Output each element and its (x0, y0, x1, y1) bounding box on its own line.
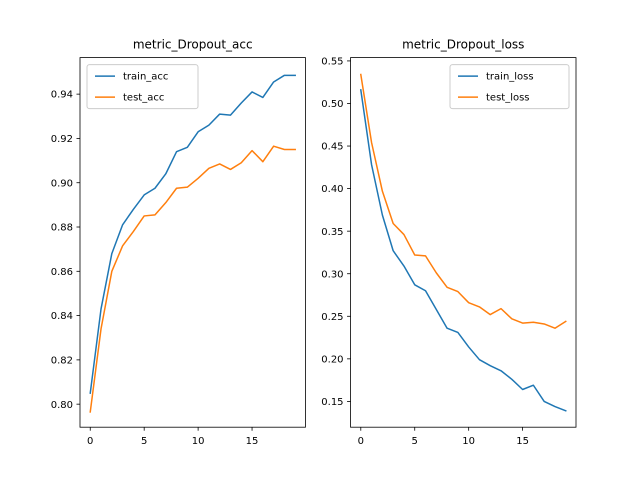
acc-y-tick-label: 0.90 (51, 178, 73, 189)
acc-chart-panel: metric_Dropout_acc 0 5 10 15 0.80 0.82 0.84 0.86… (51, 38, 306, 447)
train-loss-legend-label: train_loss (486, 72, 534, 83)
acc-y-tick-label: 0.94 (51, 90, 73, 101)
loss-y-tick-label: 0.30 (321, 269, 343, 280)
loss-y-tick-label: 0.25 (321, 312, 343, 323)
acc-axes-frame (79, 57, 306, 428)
acc-chart-title: metric_Dropout_acc (133, 38, 253, 52)
loss-x-tick-label: 5 (412, 436, 418, 447)
loss-chart-title: metric_Dropout_loss (402, 38, 524, 52)
acc-y-tick-label: 0.84 (51, 311, 73, 322)
acc-x-tick-label: 15 (246, 436, 259, 447)
test-acc-line (89, 145, 296, 413)
loss-legend-box (449, 64, 570, 110)
loss-axes-frame (350, 57, 577, 428)
test-loss-legend-label: test_loss (486, 93, 530, 104)
loss-y-tick-label: 0.45 (321, 142, 343, 153)
acc-x-tick-label: 5 (141, 436, 147, 447)
loss-y-tick-label: 0.35 (321, 227, 343, 238)
acc-y-tick-label: 0.92 (51, 134, 73, 145)
train-acc-legend-label: train_acc (123, 72, 168, 83)
loss-y-tick-label: 0.20 (321, 354, 343, 365)
acc-y-tick-label: 0.80 (51, 400, 73, 411)
loss-y-tick-label: 0.55 (321, 57, 343, 68)
acc-y-tick-label: 0.82 (51, 355, 73, 366)
train-acc-line (89, 74, 296, 394)
train-loss-line (359, 89, 567, 412)
loss-y-tick-label: 0.15 (321, 397, 343, 408)
acc-x-tick-label: 10 (192, 436, 205, 447)
loss-x-tick-label: 10 (462, 436, 475, 447)
acc-x-tick-label: 0 (87, 436, 93, 447)
test-loss-line (359, 73, 567, 329)
loss-y-tick-label: 0.40 (321, 184, 343, 195)
acc-y-tick-label: 0.88 (51, 223, 73, 234)
test-acc-legend-label: test_acc (123, 93, 164, 104)
acc-y-tick-label: 0.86 (51, 267, 73, 278)
loss-legend: train_loss test_loss (449, 64, 570, 110)
loss-x-tick-label: 0 (358, 436, 364, 447)
loss-y-tick-label: 0.50 (321, 99, 343, 110)
loss-x-tick-label: 15 (516, 436, 529, 447)
acc-legend: train_acc test_acc (86, 64, 199, 110)
loss-chart-panel: metric_Dropout_loss 0 5 10 15 0.15 0.20 0.25 0.3… (321, 38, 577, 447)
